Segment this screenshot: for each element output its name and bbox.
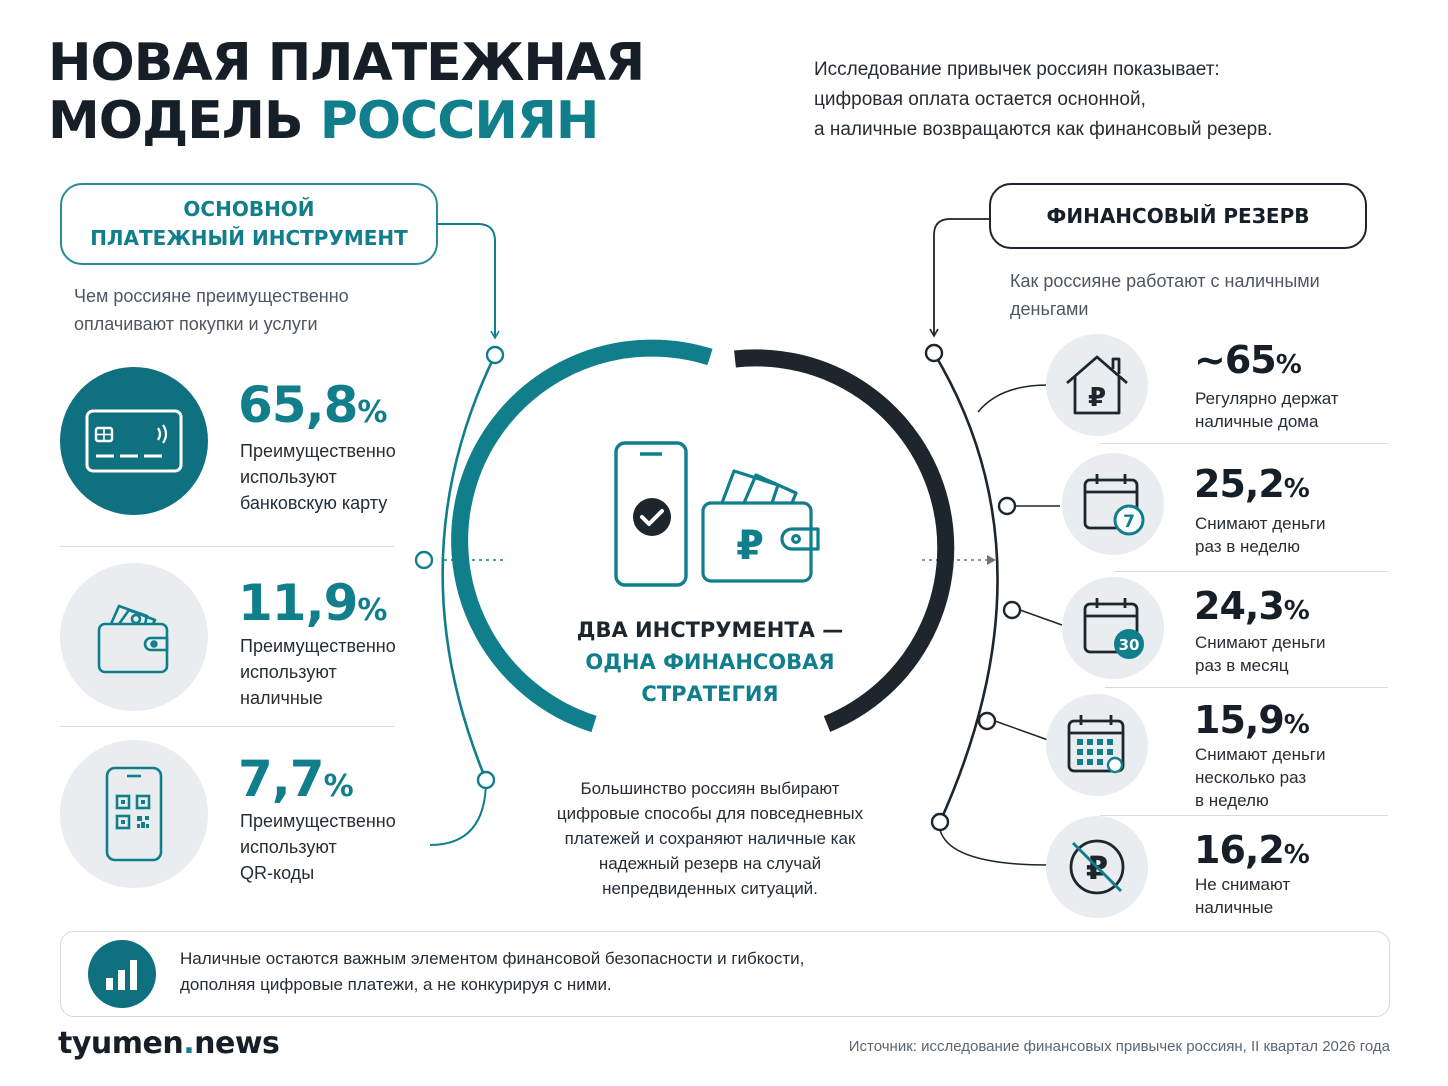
phone-qr-icon [60,740,208,888]
footer-note-text: Наличные остаются важным элементом финан… [180,949,805,994]
calendar-30-icon: 30 [1062,577,1164,679]
left-desc-3: Преимущественно используют QR-коды [240,811,396,883]
calendar-grid-icon [1046,694,1148,796]
bank-card-icon [60,367,208,515]
svg-text:₽: ₽ [736,523,764,569]
left-desc-1: Преимущественно используют банковскую ка… [240,441,396,513]
right-desc-1: Регулярно держат наличные дома [1195,389,1339,431]
left-desc-2: Преимущественно используют наличные [240,636,396,708]
calendar-7-icon: 7 [1062,453,1164,555]
right-arc [932,352,999,823]
divider [1115,571,1388,572]
center-arc-teal [451,339,713,733]
right-desc-2: Снимают деньги раз в неделю [1195,514,1326,556]
left-value-2: 11,9% [238,574,387,632]
right-value-3: 24,3% [1194,584,1310,628]
left-subtitle: Чем россияне преимущественно оплачивают … [74,286,349,334]
source-note: Источник: исследование финансовых привыч… [848,1038,1390,1055]
divider [1105,687,1388,688]
left-arc [441,354,497,781]
left-arrow-connector [438,223,500,340]
divider [60,546,394,547]
right-value-5: 16,2% [1194,828,1310,872]
house-ruble-icon: ₽ [1046,334,1148,436]
center-arc-dark [734,349,955,732]
divider [1100,443,1388,444]
right-value-2: 25,2% [1194,462,1310,506]
svg-text:30: 30 [1119,636,1140,654]
svg-text:₽: ₽ [1088,383,1106,413]
left-value-3: 7,7% [238,750,354,808]
wallet-ruble-icon: ₽ [701,469,820,583]
page-title: НОВАЯ ПЛАТЕЖНАЯ МОДЕЛЬ РОССИЯН [48,33,645,151]
footer-note-box [60,931,1390,1017]
phone-check-icon [614,441,688,587]
svg-text:7: 7 [1123,512,1135,532]
right-desc-3: Снимают деньги раз в месяц [1195,633,1326,675]
left-value-1: 65,8% [238,376,387,434]
right-value-1: ~65% [1194,338,1302,382]
wallet-cash-icon [60,563,208,711]
right-desc-5: Не снимают наличные [1195,875,1291,917]
right-arrow-connector [929,218,989,338]
right-section-heading: ФИНАНСОВЫЙ РЕЗЕРВ [989,183,1367,249]
center-title: ДВА ИНСТРУМЕНТА — ОДНА ФИНАНСОВАЯ СТРАТЕ… [576,618,844,706]
no-ruble-icon: ₽ [1046,816,1148,918]
left-section-heading: ОСНОВНОЙ ПЛАТЕЖНЫЙ ИНСТРУМЕНТ [60,183,438,265]
divider [1100,815,1388,816]
bar-chart-icon [88,940,156,1008]
brand-logo: tyumen.news [58,1026,280,1061]
right-subtitle: Как россияне работают с наличными деньга… [1010,271,1320,319]
right-value-4: 15,9% [1194,698,1310,742]
divider [60,726,394,727]
intro-text: Исследование привычек россиян показывает… [814,59,1273,140]
center-note: Большинство россиян выбирают цифровые сп… [556,779,864,898]
right-desc-4: Снимают деньги несколько раз в неделю [1195,745,1326,810]
